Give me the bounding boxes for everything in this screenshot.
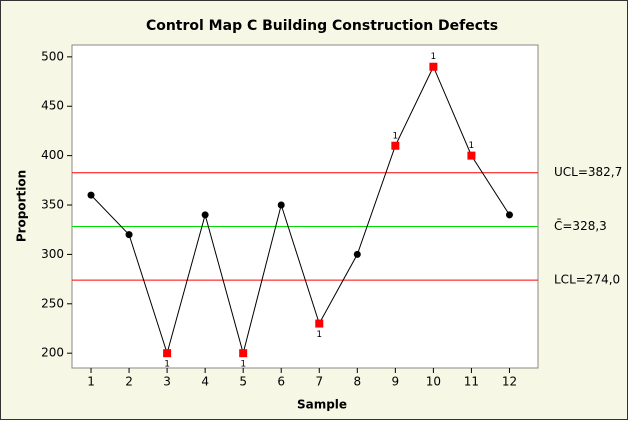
point-marker [353, 250, 361, 258]
x-tick-label: 10 [426, 375, 441, 389]
y-tick-label: 300 [41, 247, 64, 261]
x-tick-label: 12 [502, 375, 517, 389]
x-axis-label: Sample [297, 398, 347, 412]
point-marker [315, 319, 324, 328]
x-tick-label: 6 [277, 375, 285, 389]
x-tick-label: 11 [464, 375, 479, 389]
series-line [90, 65, 510, 356]
control-line-label: UCL=382,7 [554, 165, 622, 179]
point-marker [239, 349, 248, 358]
flag-label: 1 [469, 141, 475, 151]
x-tick-label: 8 [353, 375, 361, 389]
flag-label: 1 [240, 360, 246, 370]
plot-area [71, 44, 539, 369]
control-line-label: LCL=274,0 [554, 273, 620, 287]
y-tick-label: 250 [41, 296, 64, 310]
y-axis-label: Proportion [15, 170, 29, 242]
point-marker [467, 151, 476, 160]
point-marker [391, 141, 400, 150]
x-tick-label: 5 [239, 375, 247, 389]
chart-title: Control Map C Building Construction Defe… [146, 18, 498, 34]
point-marker [163, 349, 172, 358]
point-marker [87, 191, 95, 199]
x-tick-label: 7 [315, 375, 323, 389]
flag-label: 1 [316, 330, 322, 340]
y-tick-label: 350 [41, 198, 64, 212]
point-marker [429, 62, 438, 71]
flag-label: 1 [392, 131, 398, 141]
point-marker [201, 211, 209, 219]
control-line-label: C̄=328,3 [554, 219, 607, 233]
y-tick-label: 200 [41, 346, 64, 360]
x-tick-label: 9 [392, 375, 400, 389]
point-marker [277, 201, 285, 209]
x-tick-label: 3 [163, 375, 171, 389]
y-tick-label: 400 [41, 148, 64, 162]
x-tick-label: 2 [125, 375, 133, 389]
y-tick-label: 450 [41, 99, 64, 113]
point-marker [505, 211, 513, 219]
x-tick-label: 1 [87, 375, 95, 389]
x-tick-label: 4 [201, 375, 209, 389]
flag-label: 1 [164, 360, 170, 370]
point-marker [125, 231, 133, 239]
y-tick-label: 500 [41, 49, 64, 63]
flag-label: 1 [431, 52, 437, 62]
